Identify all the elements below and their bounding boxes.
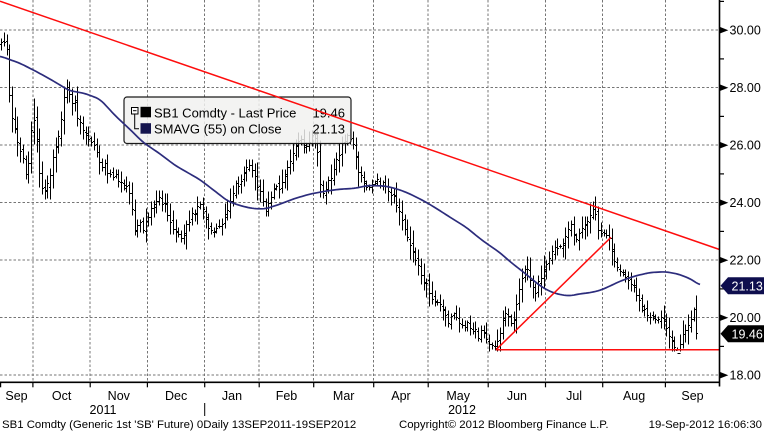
- svg-text:Oct: Oct: [52, 389, 72, 403]
- svg-text:18.00: 18.00: [730, 369, 761, 383]
- svg-text:SB1 Comdty (Generic 1st 'SB' F: SB1 Comdty (Generic 1st 'SB' Future) 0Da…: [2, 419, 356, 431]
- svg-text:28.00: 28.00: [730, 81, 761, 95]
- svg-text:Jan: Jan: [222, 389, 242, 403]
- svg-text:Sep: Sep: [5, 389, 27, 403]
- svg-text:21.13: 21.13: [732, 279, 763, 293]
- svg-text:Mar: Mar: [333, 389, 355, 403]
- svg-text:Sep: Sep: [681, 389, 703, 403]
- svg-text:Aug: Aug: [623, 389, 645, 403]
- svg-text:Copyright© 2012 Bloomberg Fina: Copyright© 2012 Bloomberg Finance L.P.: [399, 419, 609, 431]
- svg-text:21.13: 21.13: [312, 122, 345, 137]
- svg-text:30.00: 30.00: [730, 24, 761, 38]
- svg-text:19-Sep-2012 16:06:30: 19-Sep-2012 16:06:30: [649, 419, 762, 431]
- svg-text:24.00: 24.00: [730, 196, 761, 210]
- svg-text:May: May: [446, 389, 470, 403]
- svg-text:Jun: Jun: [507, 389, 527, 403]
- svg-text:SB1 Comdty - Last Price: SB1 Comdty - Last Price: [154, 106, 296, 121]
- svg-text:Apr: Apr: [391, 389, 410, 403]
- svg-text:2011: 2011: [90, 403, 117, 417]
- svg-text:19.46: 19.46: [732, 327, 763, 341]
- svg-text:22.00: 22.00: [730, 254, 761, 268]
- svg-text:Dec: Dec: [165, 389, 187, 403]
- svg-text:2012: 2012: [448, 403, 476, 417]
- svg-text:SMAVG (55) on Close: SMAVG (55) on Close: [154, 122, 282, 137]
- svg-text:Feb: Feb: [276, 389, 298, 403]
- svg-text:26.00: 26.00: [730, 139, 761, 153]
- svg-text:Nov: Nov: [108, 389, 131, 403]
- svg-text:Jul: Jul: [566, 389, 582, 403]
- svg-text:20.00: 20.00: [730, 311, 761, 325]
